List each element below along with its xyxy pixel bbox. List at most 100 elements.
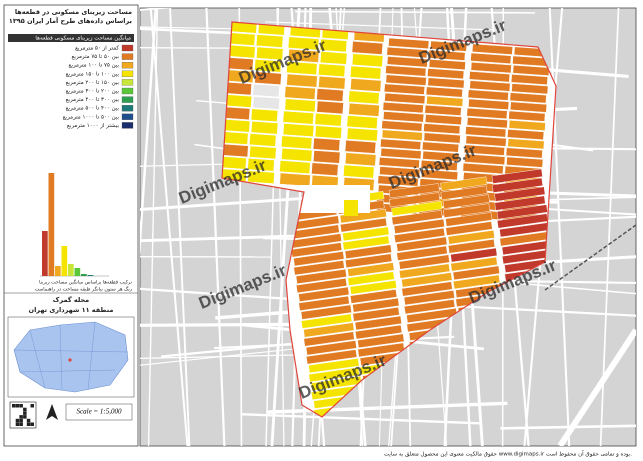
scale-box xyxy=(65,403,133,421)
parcel xyxy=(383,111,424,123)
parcel xyxy=(464,153,506,165)
parcel xyxy=(251,121,279,135)
parcel xyxy=(403,290,455,306)
parcel xyxy=(385,65,427,77)
parcel xyxy=(386,56,428,68)
parcel xyxy=(347,262,395,277)
parcel xyxy=(508,120,546,131)
parcel xyxy=(388,183,440,199)
legend-header: میانگین مساحت زیربنای مسکونی قطعه‌ها xyxy=(35,35,131,42)
parcel xyxy=(284,86,316,100)
parcel xyxy=(320,51,348,65)
parcel xyxy=(469,71,510,83)
parcel xyxy=(470,52,512,64)
boundary xyxy=(221,21,557,418)
legend-swatch xyxy=(121,53,134,60)
parcel xyxy=(506,156,544,168)
parcel xyxy=(445,212,493,227)
parcel xyxy=(345,152,377,167)
qr-cell xyxy=(23,411,27,415)
street xyxy=(511,215,636,224)
inset-district-line xyxy=(87,321,96,391)
inset-location xyxy=(68,358,72,362)
parcel xyxy=(306,349,358,365)
qr-cell xyxy=(15,404,20,408)
parcel xyxy=(300,304,352,320)
panel-title: براساس داده‌های طرح آمار ایران ۱۳۹۵ xyxy=(9,16,132,25)
parcel xyxy=(247,170,275,184)
parcel xyxy=(466,117,508,129)
parcel xyxy=(249,145,277,160)
parcel xyxy=(491,168,543,184)
parcel xyxy=(384,92,426,105)
open-space xyxy=(300,185,370,213)
inset-district-line xyxy=(59,324,63,391)
parcel xyxy=(428,59,466,70)
legend-swatch xyxy=(121,113,134,120)
histogram-bar xyxy=(48,173,55,276)
parcel xyxy=(401,272,453,288)
parcel xyxy=(316,100,344,115)
parcel xyxy=(377,175,419,187)
parcel xyxy=(420,160,458,171)
parcel xyxy=(295,268,347,285)
parcel xyxy=(465,126,507,138)
parcel xyxy=(282,123,315,137)
parcel xyxy=(305,340,357,356)
legend-swatch xyxy=(121,105,134,112)
parcel xyxy=(314,125,342,139)
parcel xyxy=(396,245,448,261)
parcel xyxy=(401,281,453,297)
parcel xyxy=(450,256,498,272)
parcel xyxy=(286,61,318,75)
parcel xyxy=(494,195,546,211)
histogram-bar xyxy=(81,274,87,276)
parcel-block xyxy=(222,22,385,191)
parcel xyxy=(354,315,402,331)
parcel xyxy=(318,76,346,90)
parcel xyxy=(318,63,346,77)
parcel xyxy=(443,203,491,218)
qr-cell xyxy=(12,404,16,408)
street xyxy=(147,8,159,446)
scale: Scale = 1:5,000 xyxy=(77,408,122,416)
legend-label: بین ۱۰۰ تا ۱۵۰ مترمربع xyxy=(66,71,120,77)
parcel xyxy=(445,221,493,236)
parcel xyxy=(351,53,384,68)
legend-swatch xyxy=(121,87,134,95)
parcel xyxy=(423,132,461,144)
parcel xyxy=(380,147,422,160)
parcel xyxy=(447,229,495,245)
parcel xyxy=(391,201,443,217)
street xyxy=(140,8,173,11)
parcel xyxy=(303,331,355,347)
parcel xyxy=(350,78,382,92)
histogram-caption: ترکیب قطعه‌ها براساس میانگین مساحت زیربن… xyxy=(39,279,133,286)
parcel xyxy=(389,192,441,208)
inset-district-line xyxy=(19,369,116,373)
parcel xyxy=(348,90,380,105)
parcel xyxy=(256,46,284,61)
parcel xyxy=(385,74,427,86)
region-name: منطقه ۱۱ شهرداری تهران xyxy=(29,306,114,314)
footer-bar xyxy=(4,448,636,460)
parcel xyxy=(287,36,320,51)
qr-cell xyxy=(15,418,20,423)
parcel xyxy=(391,210,443,226)
legend-label: کمتر از ۵۰ مترمربع xyxy=(75,45,119,52)
inset-district-line xyxy=(29,329,46,389)
parcel xyxy=(508,110,546,122)
parcel xyxy=(386,46,428,59)
parcel xyxy=(286,73,318,88)
parcel xyxy=(511,74,548,85)
histogram-bar xyxy=(68,264,74,276)
parcel xyxy=(379,166,421,178)
parcel xyxy=(472,43,513,55)
parcel xyxy=(222,81,252,96)
parcel xyxy=(388,37,430,49)
parcel xyxy=(303,322,355,338)
parcel xyxy=(381,120,423,132)
parcel xyxy=(254,59,282,73)
